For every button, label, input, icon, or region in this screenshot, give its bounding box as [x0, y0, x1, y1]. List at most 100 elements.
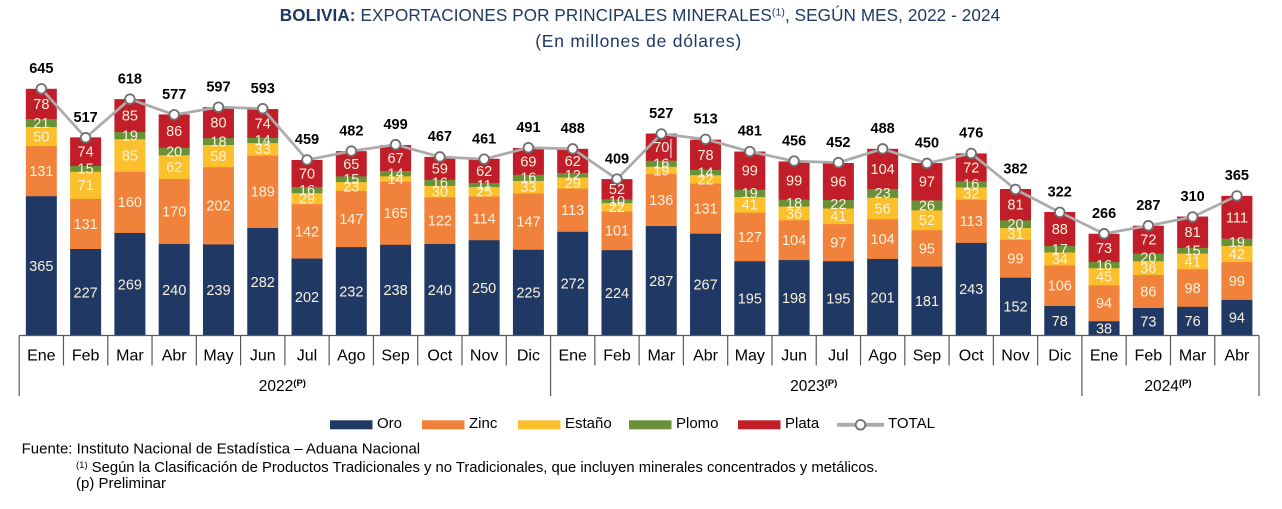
svg-text:20: 20	[166, 144, 182, 160]
svg-text:59: 59	[432, 161, 448, 177]
svg-text:499: 499	[383, 117, 407, 133]
svg-text:409: 409	[605, 151, 629, 167]
svg-text:78: 78	[33, 97, 49, 113]
svg-text:16: 16	[1096, 258, 1112, 274]
svg-text:12: 12	[565, 168, 581, 184]
svg-text:Ene: Ene	[27, 348, 56, 365]
svg-text:Mar: Mar	[647, 348, 675, 365]
svg-text:224: 224	[605, 286, 629, 302]
svg-text:62: 62	[166, 160, 182, 176]
svg-text:Fuente:Instituto Nacional de E: Fuente: Instituto Nacional de Estadística…	[22, 441, 421, 458]
svg-text:36: 36	[1140, 261, 1156, 277]
svg-text:195: 195	[738, 291, 762, 307]
svg-text:Mar: Mar	[1179, 348, 1207, 365]
svg-text:461: 461	[472, 131, 496, 147]
svg-text:33: 33	[255, 142, 271, 158]
svg-text:67: 67	[388, 151, 404, 167]
svg-text:98: 98	[1185, 281, 1201, 297]
svg-text:Feb: Feb	[72, 348, 100, 365]
svg-text:198: 198	[782, 291, 806, 307]
svg-text:19: 19	[653, 163, 669, 179]
svg-text:23: 23	[343, 179, 359, 195]
svg-text:232: 232	[339, 284, 363, 300]
svg-text:20: 20	[1007, 217, 1023, 233]
svg-text:74: 74	[255, 116, 271, 132]
svg-text:Jun: Jun	[250, 348, 276, 365]
svg-text:238: 238	[383, 283, 407, 299]
svg-text:74: 74	[78, 145, 94, 161]
svg-text:14: 14	[255, 133, 271, 149]
svg-text:42: 42	[1229, 247, 1245, 263]
svg-text:52: 52	[919, 213, 935, 229]
svg-text:30: 30	[432, 185, 448, 201]
svg-text:131: 131	[29, 164, 53, 180]
svg-text:78: 78	[697, 148, 713, 164]
svg-text:Oct: Oct	[427, 348, 452, 365]
svg-text:18: 18	[210, 134, 226, 150]
svg-text:287: 287	[649, 274, 673, 290]
svg-text:152: 152	[1003, 300, 1027, 316]
svg-text:645: 645	[29, 61, 53, 77]
svg-text:122: 122	[428, 214, 452, 230]
svg-text:Sep: Sep	[381, 348, 410, 365]
svg-text:Jul: Jul	[297, 348, 317, 365]
svg-text:Oct: Oct	[959, 348, 984, 365]
svg-text:Estaño: Estaño	[565, 415, 612, 432]
svg-text:Plomo: Plomo	[676, 415, 719, 432]
svg-text:May: May	[203, 348, 233, 365]
svg-text:19: 19	[122, 128, 138, 144]
svg-text:Sep: Sep	[913, 348, 942, 365]
svg-text:15: 15	[1185, 244, 1201, 260]
svg-text:(p) Preliminar: (p) Preliminar	[76, 475, 166, 492]
svg-text:80: 80	[210, 116, 226, 132]
svg-text:Abr: Abr	[1224, 348, 1250, 365]
svg-text:86: 86	[166, 124, 182, 140]
svg-text:14: 14	[697, 165, 713, 181]
svg-text:382: 382	[1003, 162, 1027, 178]
svg-text:456: 456	[782, 133, 806, 149]
svg-text:104: 104	[782, 233, 806, 249]
svg-text:58: 58	[210, 149, 226, 165]
svg-text:101: 101	[605, 224, 629, 240]
svg-text:181: 181	[915, 294, 939, 310]
svg-text:15: 15	[78, 162, 94, 178]
svg-text:513: 513	[693, 111, 717, 127]
svg-text:29: 29	[299, 192, 315, 208]
svg-text:322: 322	[1048, 185, 1072, 201]
svg-text:50: 50	[33, 129, 49, 145]
svg-text:481: 481	[738, 124, 762, 140]
svg-text:78: 78	[1052, 314, 1068, 330]
svg-text:86: 86	[1140, 284, 1156, 300]
svg-text:16: 16	[299, 183, 315, 199]
svg-text:22: 22	[830, 197, 846, 213]
svg-text:287: 287	[1136, 198, 1160, 214]
svg-text:Ene: Ene	[1090, 348, 1119, 365]
svg-text:73: 73	[1096, 241, 1112, 257]
svg-text:482: 482	[339, 123, 363, 139]
svg-text:147: 147	[516, 215, 540, 231]
svg-text:96: 96	[830, 175, 846, 191]
svg-text:Ago: Ago	[337, 348, 366, 365]
svg-text:11: 11	[477, 178, 492, 194]
svg-text:29: 29	[565, 176, 581, 192]
svg-text:85: 85	[122, 109, 138, 125]
svg-text:14: 14	[388, 172, 404, 188]
svg-text:365: 365	[29, 259, 53, 275]
svg-text:Mar: Mar	[116, 348, 144, 365]
svg-text:488: 488	[871, 121, 895, 137]
svg-text:73: 73	[1140, 315, 1156, 331]
svg-text:94: 94	[1096, 296, 1112, 312]
svg-text:99: 99	[742, 164, 758, 180]
svg-text:31: 31	[1007, 227, 1023, 243]
svg-text:488: 488	[561, 121, 585, 137]
svg-text:597: 597	[206, 79, 230, 95]
svg-text:165: 165	[383, 206, 407, 222]
svg-text:202: 202	[206, 199, 230, 215]
svg-text:114: 114	[473, 211, 496, 227]
svg-text:34: 34	[1052, 252, 1068, 268]
svg-text:Feb: Feb	[1135, 348, 1163, 365]
svg-text:38: 38	[1096, 321, 1112, 337]
svg-text:459: 459	[295, 132, 319, 148]
svg-text:452: 452	[826, 135, 850, 151]
svg-text:21: 21	[33, 116, 49, 132]
